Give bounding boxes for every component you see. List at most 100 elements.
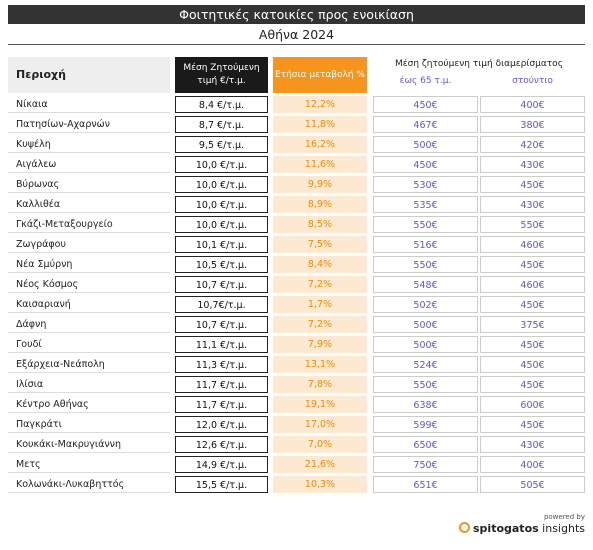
powered-by: powered by <box>543 513 585 521</box>
area-name: Δάφνη <box>8 316 170 333</box>
price-small-apartment: 599€ <box>373 416 478 433</box>
price-small-apartment: 450€ <box>373 156 478 173</box>
area-name: Πατησίων-Αχαρνών <box>8 116 170 133</box>
price-studio: 450€ <box>480 176 585 193</box>
area-name: Γκάζι-Μεταξουργείο <box>8 216 170 233</box>
annual-change: 8,9% <box>273 196 367 213</box>
annual-change: 13,1% <box>273 356 367 373</box>
annual-change: 1,7% <box>273 296 367 313</box>
group-header: Μέση ζητούμενη τιμή διαμερίσματος <box>395 59 563 69</box>
price-small-apartment: 467€ <box>373 116 478 133</box>
annual-change: 8,5% <box>273 216 367 233</box>
brand-name: spitogatos <box>473 522 539 535</box>
price-per-sqm: 9,5 €/τ.μ. <box>175 136 268 153</box>
sub-header: στούντιο <box>512 76 553 86</box>
price-per-sqm: 10,1 €/τ.μ. <box>175 236 268 253</box>
price-per-sqm: 10,0 €/τ.μ. <box>175 196 268 213</box>
price-small-apartment: 530€ <box>373 176 478 193</box>
area-name: Ιλίσια <box>8 376 170 393</box>
area-name: Νίκαια <box>8 96 170 113</box>
annual-change: 7,2% <box>273 316 367 333</box>
price-per-sqm: 11,3 €/τ.μ. <box>175 356 268 373</box>
area-name: Μετς <box>8 456 170 473</box>
area-name: Νέα Σμύρνη <box>8 256 170 273</box>
annual-change: 9,9% <box>273 176 367 193</box>
price-small-apartment: 450€ <box>373 96 478 113</box>
brand: spitogatos insights <box>400 522 585 535</box>
area-name: Κέντρο Αθήνας <box>8 396 170 413</box>
title: Φοιτητικές κατοικίες προς ενοικίαση <box>8 5 585 24</box>
annual-change: 8,4% <box>273 256 367 273</box>
annual-change: 16,2% <box>273 136 367 153</box>
column-header: Περιοχή <box>8 57 170 93</box>
price-studio: 460€ <box>480 276 585 293</box>
price-per-sqm: 10,7 €/τ.μ. <box>175 276 268 293</box>
price-per-sqm: 10,5 €/τ.μ. <box>175 256 268 273</box>
annual-change: 7,8% <box>273 376 367 393</box>
price-per-sqm: 15,5 €/τ.μ. <box>175 476 268 493</box>
price-studio: 420€ <box>480 136 585 153</box>
price-per-sqm: 11,1 €/τ.μ. <box>175 336 268 353</box>
area-name: Βύρωνας <box>8 176 170 193</box>
price-studio: 430€ <box>480 156 585 173</box>
price-per-sqm: 11,7 €/τ.μ. <box>175 396 268 413</box>
annual-change: 21,6% <box>273 456 367 473</box>
annual-change: 17,0% <box>273 416 367 433</box>
annual-change: 7,9% <box>273 336 367 353</box>
price-small-apartment: 750€ <box>373 456 478 473</box>
area-name: Γουδί <box>8 336 170 353</box>
price-per-sqm: 10,7€/τ.μ. <box>175 296 268 313</box>
price-studio: 450€ <box>480 296 585 313</box>
logo <box>458 522 470 533</box>
price-per-sqm: 10,0 €/τ.μ. <box>175 176 268 193</box>
price-small-apartment: 500€ <box>373 136 478 153</box>
price-small-apartment: 638€ <box>373 396 478 413</box>
area-name: Κολωνάκι-Λυκαβηττός <box>8 476 170 493</box>
annual-change: 11,8% <box>273 116 367 133</box>
price-studio: 450€ <box>480 416 585 433</box>
area-name: Κουκάκι-Μακρυγιάννη <box>8 436 170 453</box>
price-per-sqm: 8,4 €/τ.μ. <box>175 96 268 113</box>
area-name: Καλλιθέα <box>8 196 170 213</box>
price-small-apartment: 524€ <box>373 356 478 373</box>
price-per-sqm: 14,9 €/τ.μ. <box>175 456 268 473</box>
area-name: Αιγάλεω <box>8 156 170 173</box>
price-studio: 380€ <box>480 116 585 133</box>
price-small-apartment: 651€ <box>373 476 478 493</box>
annual-change: 11,6% <box>273 156 367 173</box>
column-header: Ετήσια μεταβολή % <box>273 57 367 93</box>
price-studio: 400€ <box>480 456 585 473</box>
subtitle: Αθήνα 2024 <box>8 25 585 45</box>
price-studio: 600€ <box>480 396 585 413</box>
price-studio: 450€ <box>480 256 585 273</box>
annual-change: 12,2% <box>273 96 367 113</box>
price-per-sqm: 10,0 €/τ.μ. <box>175 216 268 233</box>
price-studio: 375€ <box>480 316 585 333</box>
price-small-apartment: 500€ <box>373 316 478 333</box>
price-studio: 450€ <box>480 356 585 373</box>
column-header: Μέση Ζητούμενη τιμή €/τ.μ. <box>175 57 268 93</box>
price-small-apartment: 550€ <box>373 376 478 393</box>
price-studio: 460€ <box>480 236 585 253</box>
brand-product: insights <box>542 522 585 535</box>
area-name: Εξάρχεια-Νεάπολη <box>8 356 170 373</box>
price-small-apartment: 548€ <box>373 276 478 293</box>
price-per-sqm: 11,7 €/τ.μ. <box>175 376 268 393</box>
price-small-apartment: 650€ <box>373 436 478 453</box>
annual-change: 10,3% <box>273 476 367 493</box>
area-name: Ζωγράφου <box>8 236 170 253</box>
area-name: Κυψέλη <box>8 136 170 153</box>
annual-change: 7,5% <box>273 236 367 253</box>
price-studio: 430€ <box>480 196 585 213</box>
price-small-apartment: 550€ <box>373 256 478 273</box>
price-studio: 400€ <box>480 96 585 113</box>
price-studio: 505€ <box>480 476 585 493</box>
area-name: Καισαριανή <box>8 296 170 313</box>
area-name: Νέος Κόσμος <box>8 276 170 293</box>
price-per-sqm: 12,6 €/τ.μ. <box>175 436 268 453</box>
price-studio: 430€ <box>480 436 585 453</box>
price-small-apartment: 500€ <box>373 336 478 353</box>
annual-change: 19,1% <box>273 396 367 413</box>
price-small-apartment: 516€ <box>373 236 478 253</box>
price-per-sqm: 10,0 €/τ.μ. <box>175 156 268 173</box>
